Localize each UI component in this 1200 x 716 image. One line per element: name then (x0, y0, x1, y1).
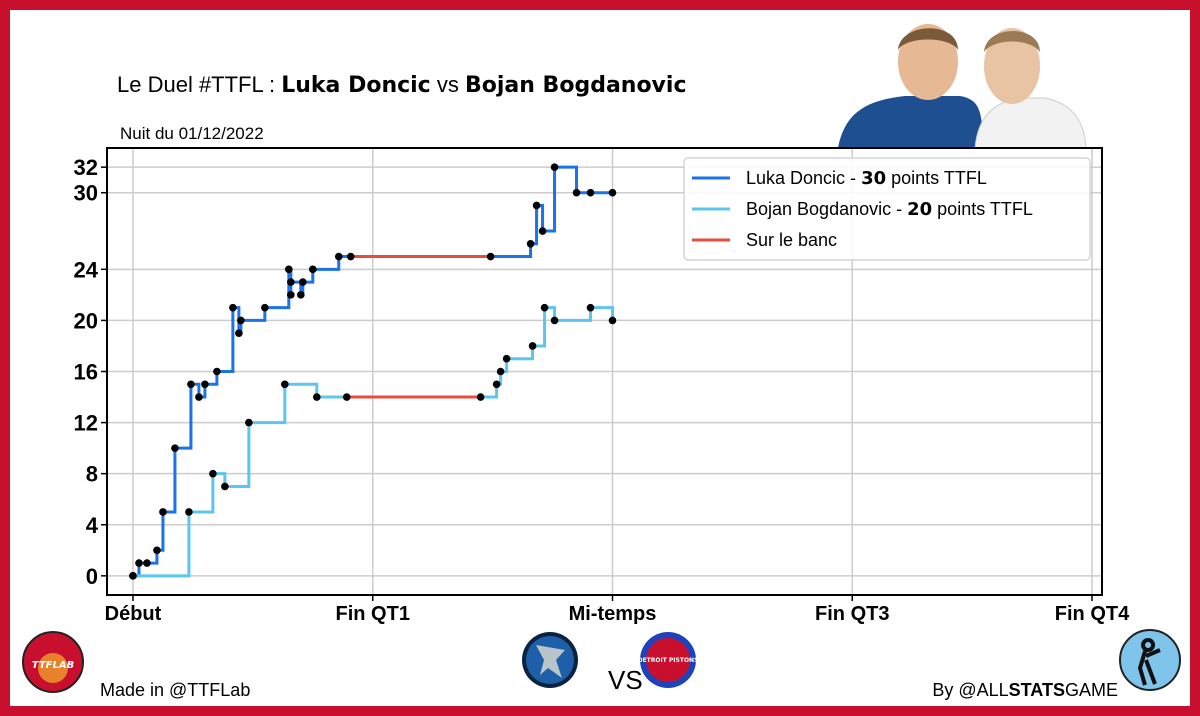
bogdanovic-data-point (586, 303, 595, 312)
doncic-data-point (550, 163, 559, 171)
y-tick-label: 8 (86, 462, 98, 487)
y-tick-label: 30 (74, 181, 98, 206)
doncic-photo-jersey (838, 96, 985, 148)
doncic-data-point (285, 265, 293, 274)
doncic-data-point (153, 546, 161, 555)
bogdanovic-data-point (185, 508, 193, 516)
by-bold: STATS (1008, 680, 1065, 700)
mavericks-logo (522, 632, 578, 688)
doncic-data-point (159, 508, 167, 516)
doncic-data-point (237, 316, 245, 325)
doncic-data-point (187, 380, 195, 389)
player-photos (838, 20, 1087, 149)
doncic-data-point (143, 559, 151, 567)
bogdanovic-data-point (281, 380, 289, 389)
doncic-data-point (486, 252, 495, 261)
doncic-data-point (213, 367, 221, 376)
y-tick-label: 0 (86, 564, 98, 589)
bogdanovic-data-point (129, 572, 137, 580)
doncic-data-point (532, 201, 541, 210)
bogdanovic-data-point (245, 418, 253, 427)
bogdanovic-data-point (312, 393, 321, 401)
doncic-data-point (261, 303, 269, 312)
bogdanovic-photo-jersey (974, 97, 1087, 149)
bogdanovic-data-point (492, 380, 501, 389)
ttflab-logo-text: TTFLAB (32, 660, 74, 671)
bogdanovic-data-point (209, 469, 217, 478)
doncic-data-point (538, 227, 547, 235)
bogdanovic-data-point (540, 303, 549, 312)
x-tick-label: Fin QT4 (1055, 603, 1130, 625)
y-tick-label: 12 (74, 411, 98, 436)
doncic-data-point (346, 252, 355, 261)
by-suffix: GAME (1064, 680, 1118, 700)
made-in-credit: Made in @TTFLab (100, 680, 251, 700)
allstatsgame-logo (1119, 629, 1181, 691)
bogdanovic-data-point (496, 367, 505, 376)
x-tick-label: Fin QT3 (815, 603, 889, 625)
doncic-data-point (171, 444, 179, 452)
bogdanovic-data-point (528, 342, 537, 350)
legend-box (683, 157, 1091, 261)
x-tick-label: Fin QT1 (336, 603, 410, 625)
vs-label: VS (608, 665, 643, 695)
legend: Luka Doncic - 30 points TTFL Bojan Bogdan… (683, 157, 1091, 261)
by-prefix: By @ALL (932, 680, 1009, 700)
doncic-data-point (526, 239, 535, 248)
doncic-data-point (586, 188, 595, 197)
doncic-data-point (608, 188, 617, 197)
y-tick-label: 20 (74, 308, 98, 333)
chart: Début Fin QT1 Mi-temps Fin QT3 Fin QT4 0 4 8 12 1… (22, 20, 1181, 693)
doncic-data-point (299, 278, 307, 286)
doncic-data-point (235, 329, 243, 337)
doncic-data-point (287, 278, 295, 286)
title-vs: vs (430, 72, 465, 97)
doncic-data-point (201, 380, 209, 389)
bogdanovic-data-point (550, 316, 559, 325)
y-tick-label: 16 (74, 360, 98, 385)
frame: Début Fin QT1 Mi-temps Fin QT3 Fin QT4 0 4 8 12 1… (10, 10, 1190, 706)
legend-entry: Sur le banc (746, 230, 837, 250)
bogdanovic-line-segment-1 (132, 382, 347, 578)
bogdanovic-photo-face (984, 28, 1040, 104)
legend-entry: Bojan Bogdanovic - 20 points TTFL (746, 199, 1033, 220)
chart-subtitle: Nuit du 01/12/2022 (120, 124, 264, 143)
doncic-data-point (135, 559, 143, 567)
chart-title: Le Duel #TTFL : Luka Doncic vs Bojan Bog… (117, 72, 686, 98)
x-tick-label: Mi-temps (569, 603, 657, 625)
doncic-photo-face (898, 24, 958, 100)
doncic-data-point (287, 291, 295, 299)
x-tick-label: Début (105, 603, 162, 625)
bogdanovic-data-point (502, 354, 511, 363)
title-player1: Luka Doncic (281, 73, 431, 98)
bogdanovic-data-point (608, 316, 617, 325)
y-tick-label: 32 (74, 155, 98, 180)
pistons-logo: DETROIT PISTONS (638, 632, 699, 688)
bogdanovic-data-point (476, 393, 485, 401)
doncic-data-point (297, 291, 305, 299)
y-tick-label: 4 (86, 513, 99, 538)
doncic-data-point (308, 265, 317, 274)
title-player2: Bojan Bogdanovic (464, 73, 687, 98)
doncic-data-point (572, 188, 581, 197)
y-tick-label: 24 (74, 257, 99, 282)
bogdanovic-data-point (342, 393, 351, 401)
title-prefix: Le Duel #TTFL : (117, 72, 282, 97)
doncic-data-point (334, 252, 343, 261)
doncic-data-point (195, 393, 203, 401)
doncic-data-point (229, 303, 237, 312)
legend-entry: Luka Doncic - 30 points TTFL (746, 168, 987, 189)
ttflab-logo: TTFLAB (22, 631, 84, 693)
bogdanovic-data-point (221, 482, 229, 491)
pistons-logo-text: DETROIT PISTONS (638, 657, 699, 664)
by-credit: By @ALLSTATSGAME (932, 680, 1118, 701)
